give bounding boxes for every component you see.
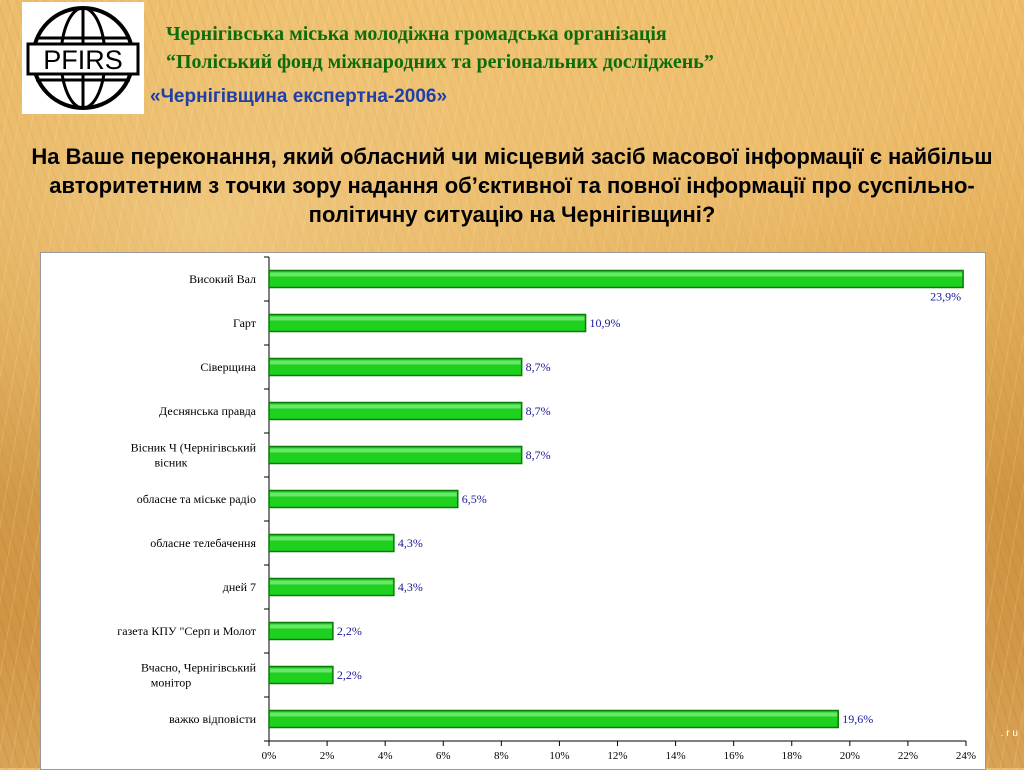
- survey-question: На Ваше переконання, який обласний чи мі…: [31, 144, 993, 227]
- category-label: газета КПУ "Серп и Молот: [117, 624, 256, 638]
- bar-highlight: [270, 712, 838, 717]
- org-line-1: Чернігівська міська молодіжна громадська…: [166, 23, 667, 45]
- data-label: 2,2%: [337, 624, 362, 638]
- data-label: 8,7%: [526, 448, 551, 462]
- category-label: Високий Вал: [189, 272, 256, 286]
- data-label: 8,7%: [526, 404, 551, 418]
- bar-highlight: [270, 404, 521, 409]
- footer-mark: . r u: [1000, 728, 1018, 739]
- x-tick-label: 24%: [956, 750, 976, 762]
- data-label: 19,6%: [842, 712, 873, 726]
- x-tick-label: 18%: [782, 750, 802, 762]
- data-label: 6,5%: [462, 492, 487, 506]
- category-label: Сіверщина: [200, 360, 256, 374]
- category-label: монітор: [151, 676, 191, 690]
- bar-highlight: [270, 272, 963, 277]
- chart-panel: 0% 2% 4% 6% 8% 10% 12% 14% 16% 18% 20% 22% 24% 23,9% В…: [40, 252, 986, 770]
- x-tick-label: 6%: [436, 750, 451, 762]
- x-tick-label: 2%: [320, 750, 335, 762]
- category-label: Гарт: [233, 316, 257, 330]
- pfirs-logo: PFIRS: [22, 2, 144, 114]
- data-label: 2,2%: [337, 668, 362, 682]
- x-tick-label: 10%: [549, 750, 569, 762]
- x-tick-label: 22%: [898, 750, 918, 762]
- project-title: «Чернігівщина експертна-2006»: [150, 86, 448, 107]
- category-label: важко відповісти: [169, 712, 256, 726]
- data-label: 4,3%: [398, 580, 423, 594]
- x-tick-label: 8%: [494, 750, 509, 762]
- category-label: дней 7: [223, 580, 256, 594]
- org-line-2: “Поліський фонд міжнародних та регіональ…: [166, 51, 714, 73]
- category-label: вісник: [155, 456, 188, 470]
- x-tick-label: 14%: [665, 750, 685, 762]
- bar-highlight: [270, 492, 457, 497]
- x-tick-label: 0%: [262, 750, 277, 762]
- category-label: Вісник Ч (Чернігівський: [131, 441, 257, 455]
- data-label: 4,3%: [398, 536, 423, 550]
- bar-highlight: [270, 536, 393, 541]
- x-tick-label: 4%: [378, 750, 393, 762]
- bar-highlight: [270, 668, 332, 673]
- category-label: Деснянська правда: [159, 404, 257, 418]
- bar-highlight: [270, 316, 585, 321]
- globe-icon: PFIRS: [26, 6, 140, 110]
- category-label: обласне та міське радіо: [137, 492, 256, 506]
- bar-highlight: [270, 580, 393, 585]
- data-label: 10,9%: [590, 316, 621, 330]
- category-label: обласне телебачення: [150, 536, 256, 550]
- x-tick-label: 12%: [607, 750, 627, 762]
- bar-highlight: [270, 624, 332, 629]
- category-label: Вчасно, Чернігівський: [141, 661, 257, 675]
- organization-name: Чернігівська міська молодіжна громадська…: [166, 20, 886, 76]
- bar-highlight: [270, 448, 521, 453]
- data-label: 23,9%: [930, 290, 961, 304]
- x-tick-label: 16%: [724, 750, 744, 762]
- bar-highlight: [270, 360, 521, 365]
- logo-text: PFIRS: [43, 45, 123, 75]
- data-label: 8,7%: [526, 360, 551, 374]
- bar-chart: 0% 2% 4% 6% 8% 10% 12% 14% 16% 18% 20% 22% 24% 23,9% В…: [117, 256, 976, 762]
- x-tick-label: 20%: [840, 750, 860, 762]
